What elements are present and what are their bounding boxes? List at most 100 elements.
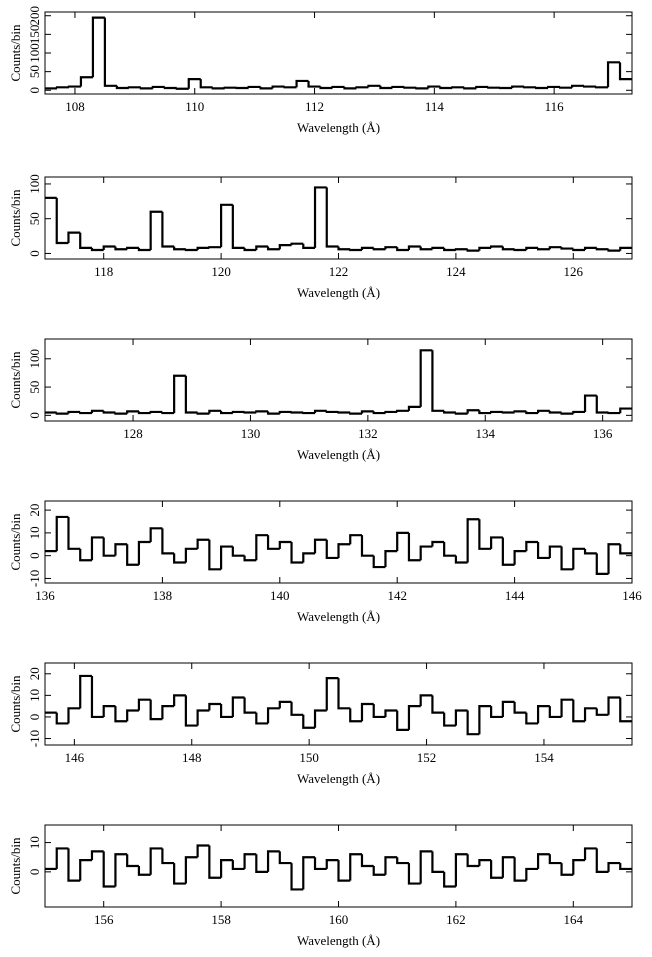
x-tick-label: 110 (185, 99, 204, 114)
x-tick-label: 134 (476, 426, 496, 441)
spectrum-step (55, 847, 69, 869)
y-tick-label: 10 (27, 689, 42, 702)
spectrum-step (173, 246, 186, 251)
x-tick-label: 126 (564, 264, 584, 279)
spectrum-step (372, 555, 386, 569)
x-axis-label: Wavelength (Å) (297, 120, 380, 135)
y-tick-label: -10 (27, 570, 42, 587)
spectrum-step (90, 675, 104, 719)
spectrum-step (595, 553, 609, 575)
spectrum-step (384, 246, 398, 250)
spectrum-step (415, 87, 429, 90)
spectrum-step (619, 246, 632, 251)
x-tick-label: 136 (35, 588, 55, 603)
spectrum-step (231, 696, 245, 717)
spectrum-step (607, 543, 621, 574)
spectrum-step (431, 695, 445, 714)
spectrum-step (443, 247, 456, 252)
spectrum-step (313, 409, 327, 414)
y-tick-label: 10 (27, 526, 42, 539)
spectrum-step (139, 87, 153, 90)
x-tick-label: 164 (564, 912, 584, 927)
spectrum-step (536, 705, 550, 724)
spectrum-step (560, 863, 574, 876)
x-tick-label: 116 (545, 99, 565, 114)
spectrum-step (607, 411, 621, 415)
x-tick-label: 142 (387, 588, 407, 603)
spectrum-step (199, 79, 213, 89)
spectrum-step (208, 845, 222, 879)
y-tick-label: -10 (27, 730, 42, 747)
spectrum-step (384, 410, 398, 414)
spectrum-step (454, 412, 468, 415)
spectrum-step (548, 706, 562, 719)
spectrum-step (572, 410, 586, 414)
spectrum-step (454, 248, 468, 251)
spectrum-step (454, 853, 468, 887)
spectrum-step (175, 87, 189, 90)
y-tick-label: 100 (27, 43, 42, 63)
x-tick-label: 152 (417, 750, 437, 765)
spectrum-step (313, 186, 327, 248)
spectrum-step (126, 544, 139, 566)
spectrum-step (302, 856, 316, 890)
spectrum-step (466, 710, 480, 736)
spectrum-step (266, 707, 280, 724)
plot-frame (44, 500, 633, 584)
spectrum-step (523, 86, 537, 89)
x-tick-label: 130 (241, 426, 261, 441)
y-tick-label: 0 (27, 714, 42, 721)
spectrum-step (443, 542, 456, 557)
spectrum-step (407, 245, 421, 250)
y-tick-label: 20 (27, 667, 42, 680)
spectrum-step (137, 698, 151, 711)
y-tick-label: 200 (27, 6, 42, 26)
spectrum-step (266, 246, 280, 251)
spectrum-step (184, 547, 198, 563)
spectrum-step (595, 848, 609, 873)
spectrum-step (220, 410, 233, 415)
spectrum-step (560, 247, 574, 250)
spectrum-step (583, 707, 597, 722)
y-axis-label: Counts/bin (8, 513, 23, 571)
spectrum-step (337, 411, 351, 414)
spectrum-step (466, 249, 480, 252)
spectrum-step (560, 546, 574, 571)
spectrum-step (67, 707, 81, 724)
spectrum-step (161, 705, 175, 720)
spectrum-step (513, 701, 527, 714)
x-tick-label: 138 (153, 588, 173, 603)
spectrum-step (184, 856, 198, 884)
spectrum-step (90, 247, 104, 252)
spectrum-step (548, 854, 562, 865)
spectrum-step (313, 857, 327, 871)
spectrum-step (478, 519, 492, 550)
spectrum-step (184, 695, 198, 727)
y-axis-label: Counts/bin (8, 675, 23, 733)
x-tick-label: 136 (593, 426, 613, 441)
y-axis-label: Counts/bin (8, 837, 23, 895)
spectrum-step (490, 536, 503, 549)
x-tick-label: 132 (358, 426, 378, 441)
spectrum-step (231, 860, 245, 871)
y-tick-label: 50 (27, 65, 42, 78)
spectrum-step (302, 714, 316, 729)
spectrum-step (407, 863, 421, 885)
spectrum-step (103, 17, 117, 87)
spectrum-step (367, 84, 381, 88)
spectrum-step (67, 85, 81, 88)
spectrum-step (290, 542, 304, 564)
y-tick-label: 0 (27, 869, 42, 876)
spectrum-step (583, 847, 597, 861)
spectrum-step (337, 246, 351, 251)
spectrum-step (149, 410, 163, 414)
spectrum-step (137, 540, 151, 565)
spectrum-step (290, 242, 304, 246)
spectrum-step (572, 547, 586, 570)
spectrum-step (67, 410, 81, 414)
spectrum-step (114, 412, 128, 415)
spectrum-step (278, 410, 292, 414)
spectrum-step (91, 16, 105, 78)
spectrum-step (419, 349, 433, 407)
spectrum-step (55, 197, 69, 245)
